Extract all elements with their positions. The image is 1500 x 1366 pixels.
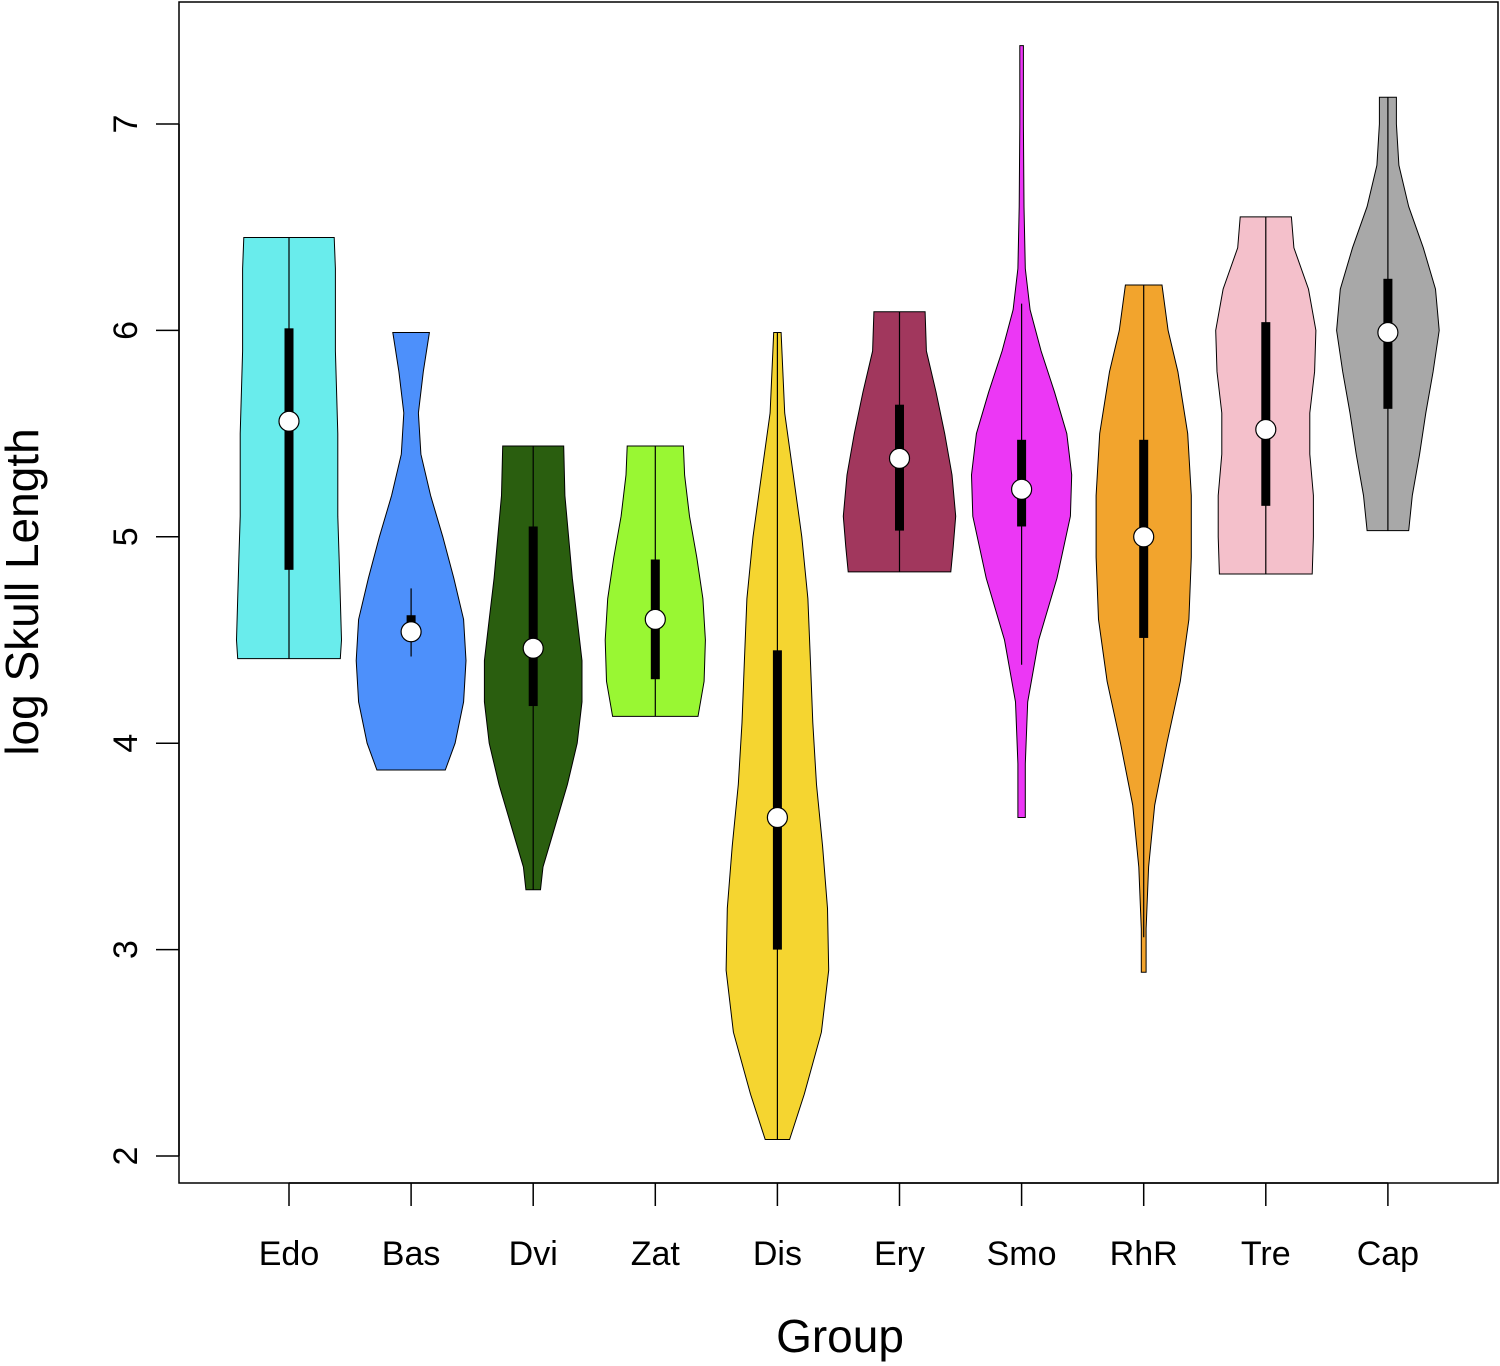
- violin-dvi: [483, 445, 583, 891]
- x-axis-title: Group: [776, 1310, 904, 1362]
- x-tick-label: Zat: [631, 1235, 681, 1273]
- median-point: [1010, 478, 1033, 500]
- iqr-bar: [284, 328, 294, 570]
- y-tick-label: 4: [107, 734, 145, 753]
- violin-cap: [1336, 96, 1440, 532]
- violin-ery: [842, 311, 957, 573]
- x-tick-label: Cap: [1357, 1235, 1419, 1273]
- x-tick-label: RhR: [1110, 1235, 1178, 1273]
- violin-body: [355, 332, 467, 771]
- violin-smo: [970, 45, 1073, 818]
- y-axis-title: log Skull Length: [0, 428, 48, 755]
- violin-tre: [1215, 216, 1317, 575]
- x-tick-label: Tre: [1241, 1235, 1291, 1273]
- iqr-bar: [1261, 322, 1271, 506]
- violin-bas: [355, 332, 467, 771]
- x-tick-label: Edo: [259, 1235, 320, 1273]
- x-tick-label: Dis: [753, 1235, 802, 1273]
- y-tick-label: 2: [107, 1147, 145, 1166]
- y-tick-label: 5: [107, 527, 145, 546]
- median-point: [522, 637, 544, 659]
- x-tick-label: Dvi: [509, 1235, 558, 1273]
- violin-rhr: [1095, 284, 1192, 973]
- iqr-bar: [1383, 278, 1393, 409]
- median-point: [1255, 418, 1277, 441]
- median-point: [278, 410, 300, 432]
- y-tick-label: 6: [107, 321, 145, 340]
- median-point: [888, 447, 911, 469]
- x-tick-label: Bas: [382, 1235, 441, 1273]
- median-point: [1377, 321, 1399, 344]
- y-tick-label: 3: [107, 940, 145, 959]
- x-tick-label: Smo: [987, 1235, 1057, 1273]
- median-point: [400, 621, 422, 643]
- iqr-bar: [772, 650, 782, 950]
- iqr-bar: [528, 526, 538, 707]
- x-tick-label: Ery: [874, 1235, 925, 1273]
- violin-edo: [235, 237, 343, 660]
- violins-layer: [235, 45, 1440, 1140]
- violin-dis: [725, 332, 830, 1140]
- x-axis: Edo Bas Dvi Zat Dis Ery Smo RhR Tre Cap: [259, 1182, 1419, 1273]
- y-axis: 2 3 4 5 6 7: [107, 115, 180, 1166]
- median-point: [1133, 526, 1155, 548]
- median-point: [644, 608, 666, 630]
- violin-zat: [604, 445, 706, 717]
- median-point: [766, 806, 789, 829]
- y-tick-label: 7: [107, 115, 145, 134]
